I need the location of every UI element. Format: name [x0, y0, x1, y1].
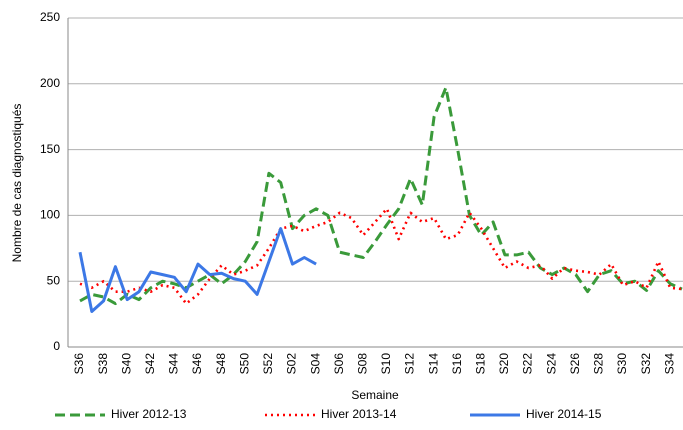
x-tick-label: S28	[592, 353, 606, 375]
x-tick-label: S40	[119, 353, 133, 375]
x-tick-label: S06	[332, 353, 346, 375]
x-tick-label: S08	[355, 353, 369, 375]
x-tick-label: S38	[96, 353, 110, 375]
x-tick-label: S22	[521, 353, 535, 375]
x-tick-label: S42	[143, 353, 157, 375]
x-tick-label: S30	[615, 353, 629, 375]
legend-label: Hiver 2014-15	[526, 407, 602, 421]
x-tick-label: S12	[403, 353, 417, 375]
series-line	[79, 86, 683, 306]
y-tick-label: 0	[53, 339, 60, 353]
y-tick-label: 250	[40, 10, 60, 24]
y-axis-label: Nombre de cas diagnostiqués	[10, 104, 24, 263]
series-line	[79, 207, 683, 305]
y-tick-label: 150	[40, 142, 60, 156]
x-tick-label: S16	[450, 353, 464, 375]
x-tick-label: S46	[190, 353, 204, 375]
x-tick-label: S48	[214, 353, 228, 375]
x-axis-label: Semaine	[351, 388, 399, 402]
x-tick-label: S44	[167, 353, 181, 375]
x-tick-label: S02	[285, 353, 299, 375]
x-tick-label: S24	[544, 353, 558, 375]
y-tick-label: 100	[40, 208, 60, 222]
x-tick-label: S36	[72, 353, 86, 375]
x-tick-label: S34	[662, 353, 676, 375]
legend-label: Hiver 2013-14	[321, 407, 397, 421]
y-tick-label: 50	[47, 273, 61, 287]
y-tick-label: 200	[40, 76, 60, 90]
x-tick-label: S10	[379, 353, 393, 375]
x-tick-label: S04	[308, 353, 322, 375]
series-line	[78, 227, 317, 313]
x-tick-label: S50	[237, 353, 251, 375]
x-tick-label: S20	[497, 353, 511, 375]
x-tick-label: S52	[261, 353, 275, 375]
x-tick-label: S14	[426, 353, 440, 375]
x-tick-label: S32	[639, 353, 653, 375]
x-tick-label: S26	[568, 353, 582, 375]
x-tick-label: S18	[474, 353, 488, 375]
legend-label: Hiver 2012-13	[111, 407, 187, 421]
